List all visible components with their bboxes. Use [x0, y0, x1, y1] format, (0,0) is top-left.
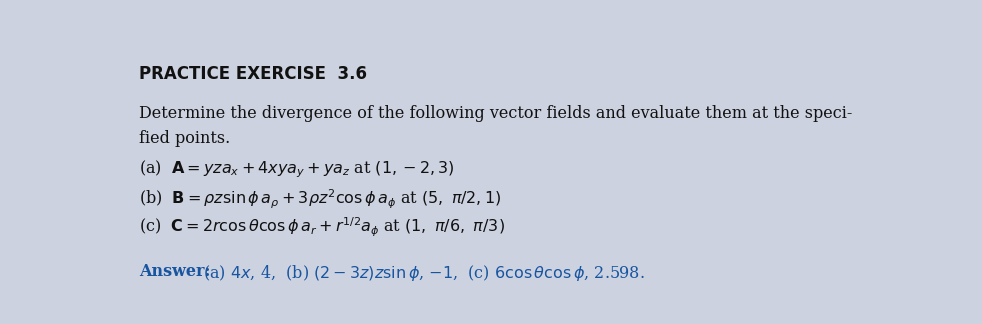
Text: (a) $4x$, 4,  (b) $(2 - 3z)z \sin \phi$, $-1$,  (c) $6 \cos \theta \cos \phi$, 2: (a) $4x$, 4, (b) $(2 - 3z)z \sin \phi$, …	[192, 263, 644, 284]
Text: Answer:: Answer:	[139, 263, 211, 280]
Text: (b)  $\mathbf{B} = \rho z \sin \phi\, a_\rho + 3\rho z^2 \cos \phi\, a_\phi$ at : (b) $\mathbf{B} = \rho z \sin \phi\, a_\…	[139, 187, 502, 211]
Text: PRACTICE EXERCISE  3.6: PRACTICE EXERCISE 3.6	[139, 65, 367, 83]
Text: Determine the divergence of the following vector fields and evaluate them at the: Determine the divergence of the followin…	[139, 105, 853, 122]
Text: (c)  $\mathbf{C} = 2r \cos \theta \cos \phi\, a_r + r^{1/2}a_\phi$ at $(1,\ \pi/: (c) $\mathbf{C} = 2r \cos \theta \cos \p…	[139, 216, 506, 239]
Text: (a)  $\mathbf{A} = yza_x + 4xya_y + ya_z$ at $(1, -2, 3)$: (a) $\mathbf{A} = yza_x + 4xya_y + ya_z$…	[139, 159, 456, 180]
Text: fied points.: fied points.	[139, 130, 231, 147]
